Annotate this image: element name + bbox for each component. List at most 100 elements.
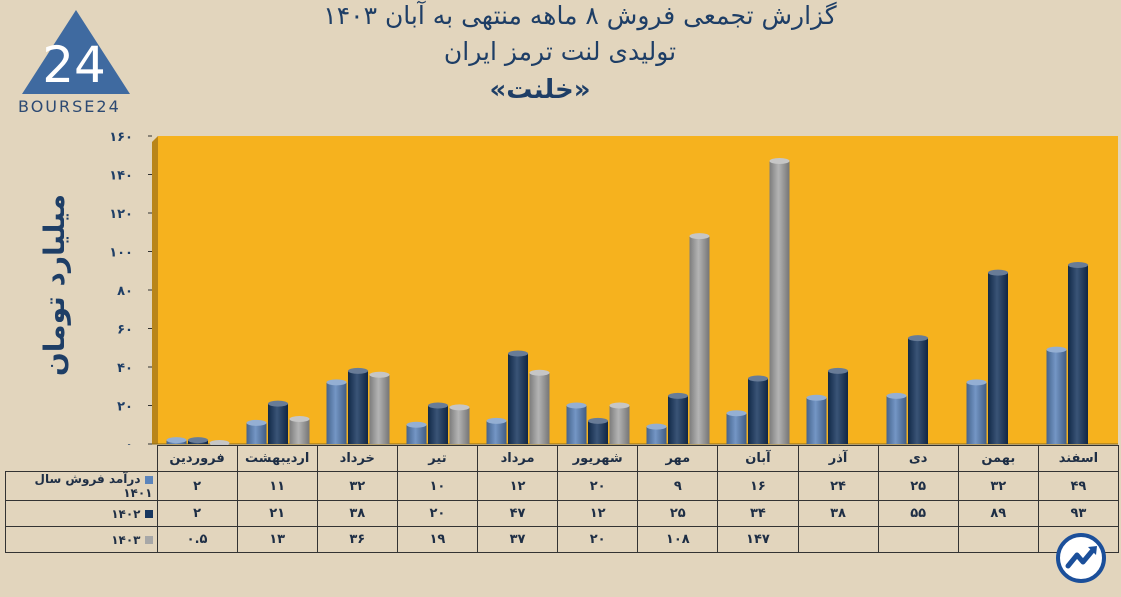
value-cell: ۱۱ bbox=[236, 471, 318, 501]
bar bbox=[246, 422, 267, 444]
bar bbox=[268, 403, 288, 444]
value-cell: ۲ bbox=[156, 471, 238, 501]
value-cell: ۲۱ bbox=[236, 500, 318, 527]
bar-cap bbox=[348, 367, 368, 374]
value-cell: ۳۸ bbox=[316, 500, 398, 527]
plot-side-wall bbox=[152, 136, 158, 444]
bar bbox=[689, 236, 710, 444]
month-cell: خرداد bbox=[316, 445, 398, 472]
value-cell: ۱۲ bbox=[476, 471, 559, 501]
legend-1403: ۱۴۰۳ bbox=[5, 526, 158, 553]
table-row-1401: درآمد فروش سال ۱۴۰۱ ۲ ۱۱ ۳۲ ۱۰ ۱۲ ۲۰ ۹ ۱… bbox=[5, 471, 1120, 501]
bar bbox=[646, 426, 667, 444]
title-line-3: «خلنت» bbox=[489, 75, 591, 105]
bar-cap bbox=[166, 437, 187, 444]
value-cell: ۲۰ bbox=[557, 471, 639, 501]
value-cell: ۴۹ bbox=[1037, 471, 1120, 501]
logo-mark: 24 bbox=[42, 36, 106, 94]
bar-cap bbox=[748, 375, 768, 382]
bar-cap bbox=[369, 371, 390, 378]
bar bbox=[988, 272, 1008, 444]
month-cell: تیر bbox=[396, 445, 479, 472]
bar-cap bbox=[486, 417, 507, 424]
bar bbox=[428, 405, 448, 444]
value-cell: ۱۹ bbox=[396, 526, 479, 553]
bar-cap bbox=[966, 379, 987, 386]
y-tick-label: ۲۰ bbox=[117, 400, 133, 415]
bar bbox=[369, 374, 390, 444]
y-tick-label: ۱۲۰ bbox=[109, 207, 133, 222]
bar bbox=[486, 420, 507, 444]
value-cell: ۳۸ bbox=[797, 500, 879, 527]
value-cell: ۲۰ bbox=[557, 526, 639, 553]
bar-cap bbox=[529, 369, 550, 376]
value-cell: ۳۷ bbox=[476, 526, 559, 553]
value-cell: ۹ bbox=[637, 471, 719, 501]
bar bbox=[769, 161, 790, 444]
y-tick-label: ۱۴۰ bbox=[109, 169, 133, 184]
bar-cap bbox=[828, 367, 848, 374]
bar bbox=[1068, 264, 1088, 444]
bar-cap bbox=[268, 400, 288, 407]
bar-cap bbox=[188, 437, 208, 444]
bar-cap bbox=[769, 158, 790, 165]
value-cell: ۲۵ bbox=[637, 500, 719, 527]
bar-cap bbox=[908, 335, 928, 342]
bar-cap bbox=[326, 379, 347, 386]
legend-swatch-1402 bbox=[144, 510, 153, 518]
bar bbox=[508, 353, 528, 444]
bar-cap bbox=[428, 402, 448, 409]
month-cell: مهر bbox=[637, 445, 719, 472]
bar-chart: ۰ ۲۰ ۴۰ ۶۰ ۸۰ ۱۰۰ ۱۲۰ ۱۴۰ ۱۶۰ bbox=[109, 130, 1118, 445]
legend-swatch-1403 bbox=[144, 536, 153, 544]
legend-swatch-1401 bbox=[144, 475, 153, 484]
bar-cap bbox=[988, 269, 1008, 276]
bar bbox=[966, 382, 987, 444]
month-cell: فروردین bbox=[156, 445, 238, 472]
y-tick-label: ۴۰ bbox=[117, 361, 133, 376]
value-cell: ۰.۵ bbox=[156, 526, 238, 553]
table-corner bbox=[6, 446, 158, 472]
bar-cap bbox=[289, 415, 310, 422]
value-cell bbox=[797, 526, 879, 553]
title-line-1: گزارش تجمعی فروش ۸ ماهه منتهی به آبان ۱۴… bbox=[323, 1, 837, 30]
y-tick-label: ۶۰ bbox=[117, 323, 133, 338]
bar bbox=[908, 338, 928, 444]
bar bbox=[406, 424, 427, 444]
bourse24-logo: 24 bbox=[22, 10, 130, 94]
value-cell: ۳۲ bbox=[957, 471, 1039, 501]
trend-arrow-icon bbox=[1056, 533, 1106, 583]
value-cell: ۱۰ bbox=[396, 471, 479, 501]
month-cell: اسفند bbox=[1037, 445, 1120, 472]
bar bbox=[289, 418, 310, 444]
bar bbox=[748, 378, 768, 444]
value-cell bbox=[877, 526, 959, 553]
value-cell: ۲۰ bbox=[396, 500, 479, 527]
y-tick-label: ۸۰ bbox=[117, 284, 133, 299]
bar bbox=[609, 405, 630, 444]
month-cell: بهمن bbox=[957, 445, 1039, 472]
month-cell: آبان bbox=[717, 445, 799, 472]
bar-cap bbox=[689, 233, 710, 240]
value-cell: ۱۴۷ bbox=[717, 526, 799, 553]
month-cell: مرداد bbox=[476, 445, 559, 472]
bar bbox=[449, 407, 470, 444]
title-line-2: تولیدی لنت ترمز ایران bbox=[443, 37, 677, 66]
month-cell: اردیبهشت bbox=[236, 445, 318, 472]
bar bbox=[348, 370, 368, 444]
value-cell: ۳۶ bbox=[316, 526, 398, 553]
bar-cap bbox=[449, 404, 470, 411]
bar bbox=[726, 413, 747, 444]
value-cell: ۹۳ bbox=[1037, 500, 1120, 527]
value-cell: ۳۲ bbox=[316, 471, 398, 501]
bar-cap bbox=[588, 417, 608, 424]
bar-cap bbox=[246, 419, 267, 426]
value-cell: ۳۴ bbox=[717, 500, 799, 527]
bar-cap bbox=[609, 402, 630, 409]
bar bbox=[1046, 349, 1067, 444]
month-cell: شهریور bbox=[557, 445, 639, 472]
data-table: فروردین اردیبهشت خرداد تیر مرداد شهریور … bbox=[5, 445, 1120, 553]
bar-cap bbox=[806, 394, 827, 401]
bar-cap bbox=[726, 410, 747, 417]
value-cell: ۱۰۸ bbox=[637, 526, 719, 553]
